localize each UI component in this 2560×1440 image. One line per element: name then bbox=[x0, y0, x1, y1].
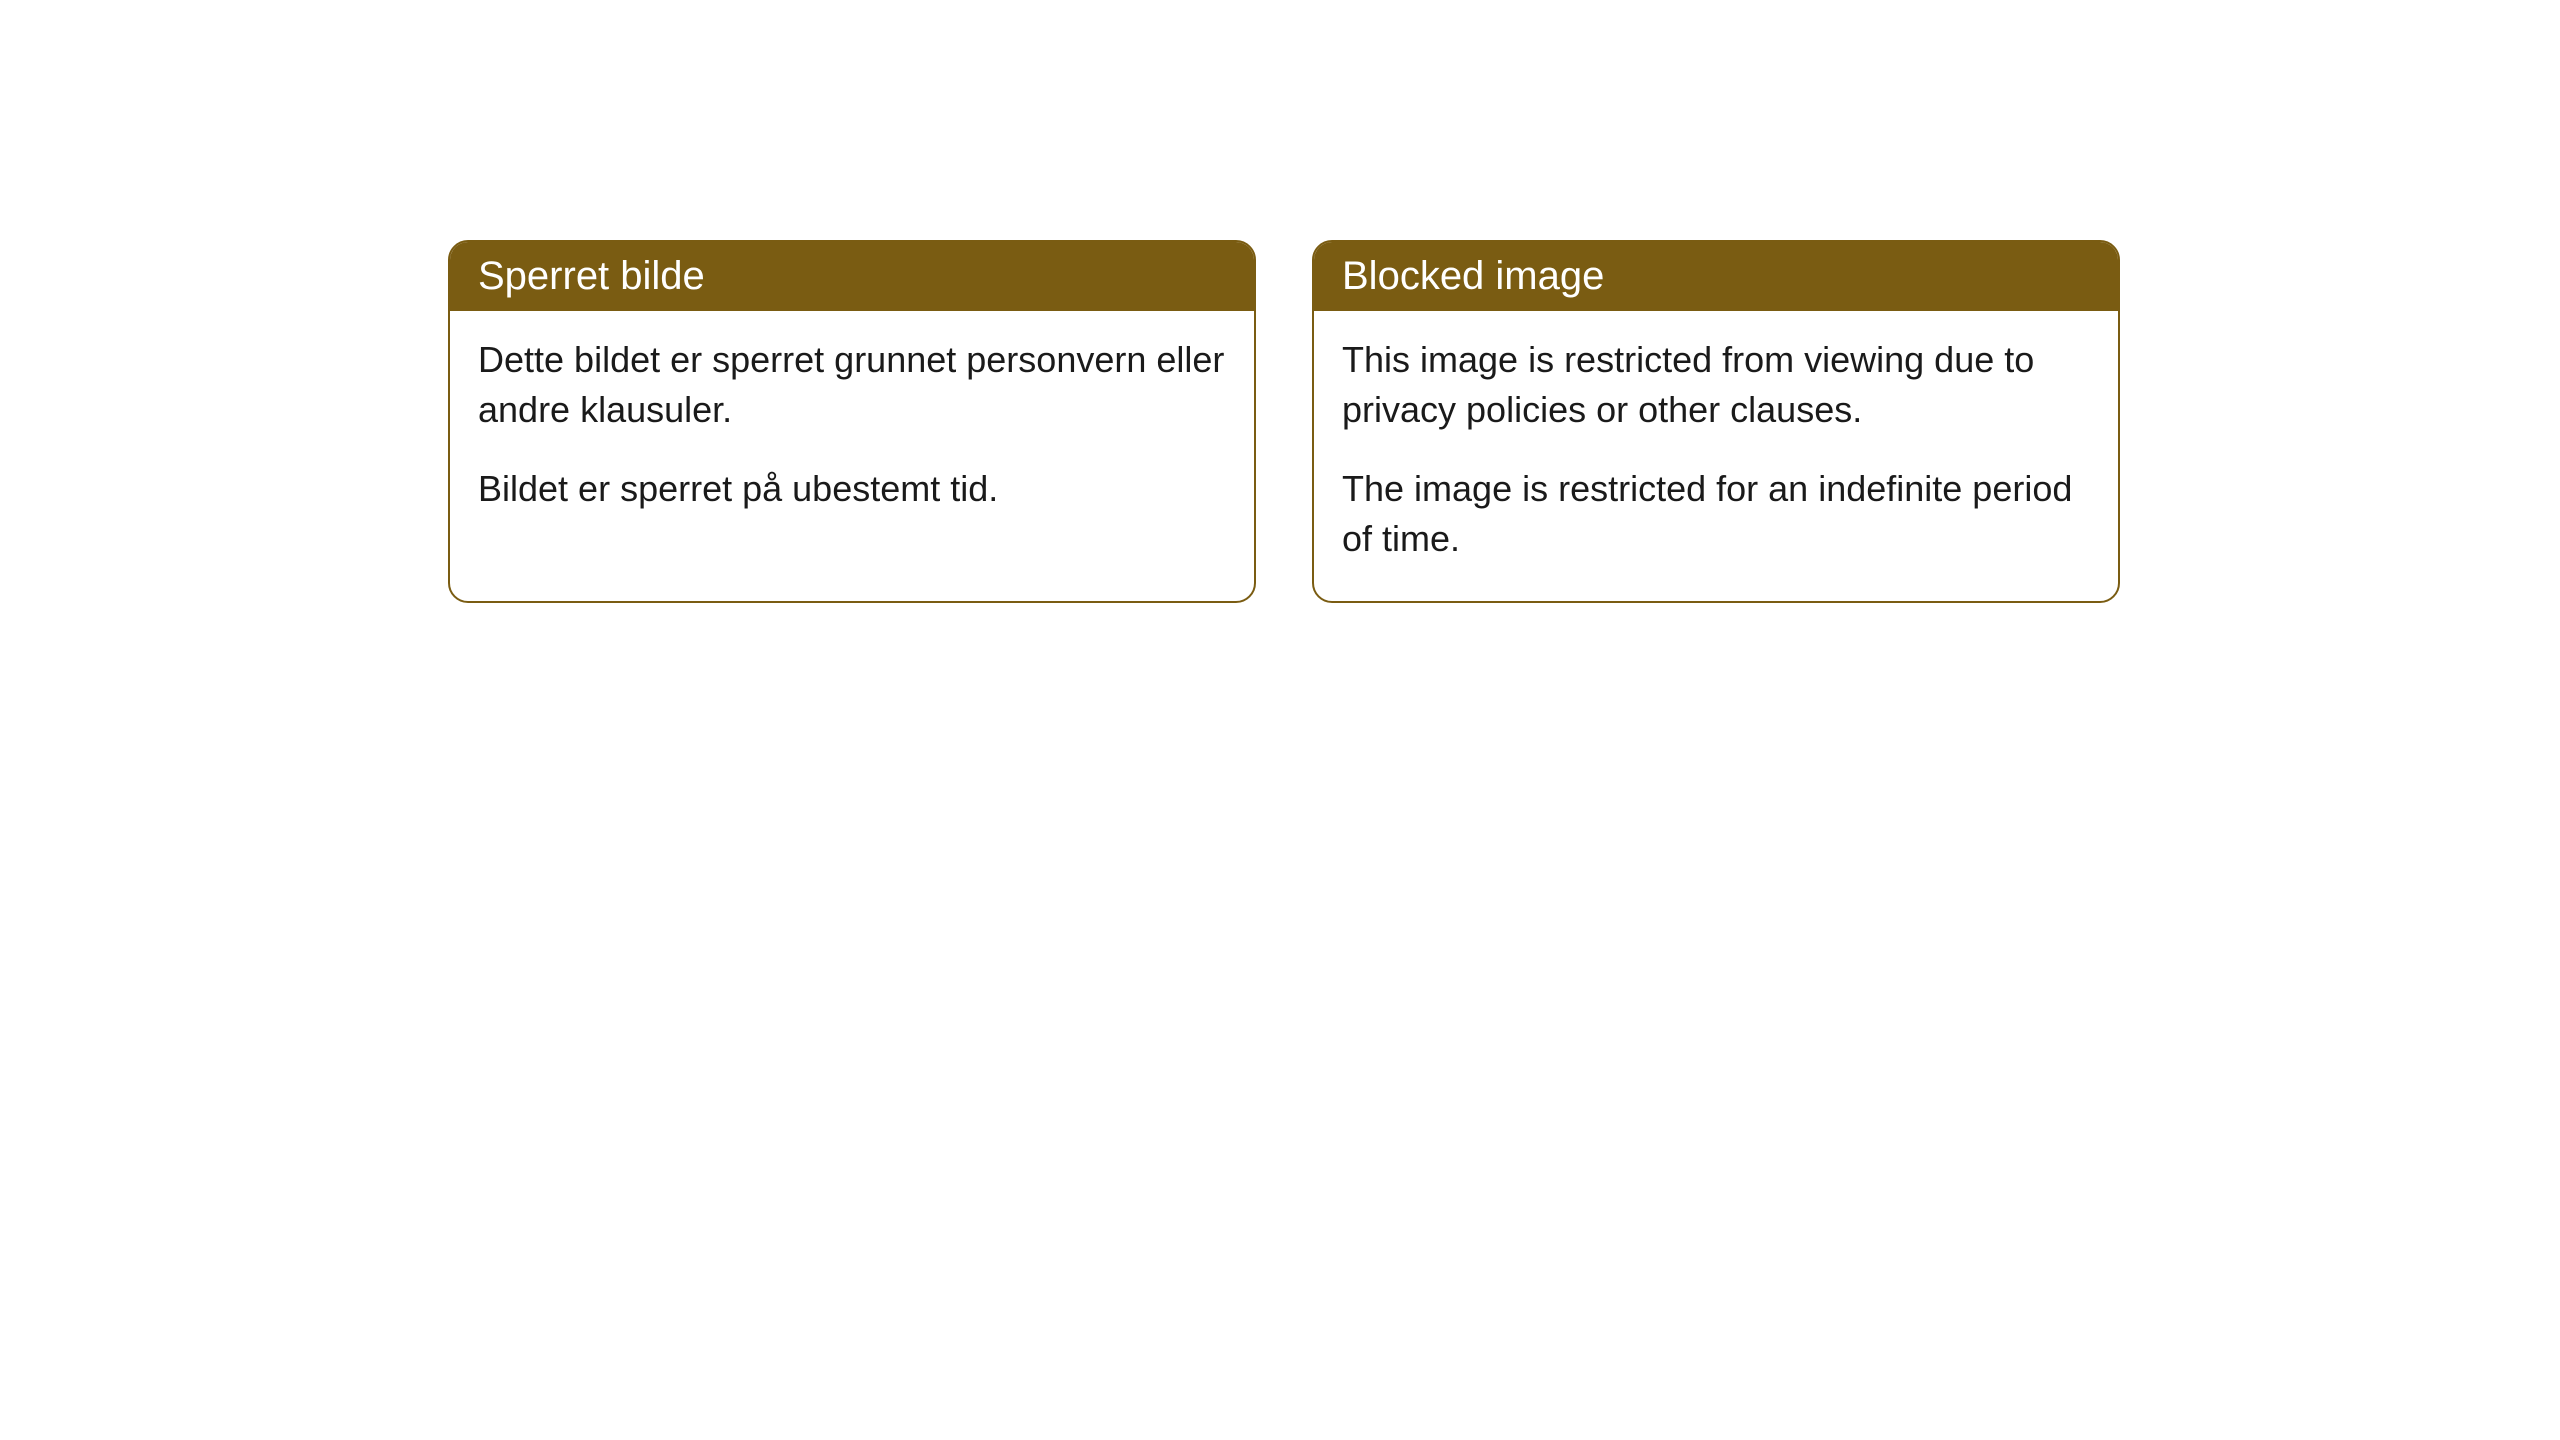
card-text-en-1: This image is restricted from viewing du… bbox=[1342, 335, 2090, 436]
blocked-image-card-en: Blocked image This image is restricted f… bbox=[1312, 240, 2120, 603]
blocked-image-card-no: Sperret bilde Dette bildet er sperret gr… bbox=[448, 240, 1256, 603]
card-body-en: This image is restricted from viewing du… bbox=[1314, 311, 2118, 601]
card-header-en: Blocked image bbox=[1314, 242, 2118, 311]
card-text-no-2: Bildet er sperret på ubestemt tid. bbox=[478, 464, 1226, 514]
card-text-no-1: Dette bildet er sperret grunnet personve… bbox=[478, 335, 1226, 436]
card-text-en-2: The image is restricted for an indefinit… bbox=[1342, 464, 2090, 565]
card-header-no: Sperret bilde bbox=[450, 242, 1254, 311]
notice-cards-container: Sperret bilde Dette bildet er sperret gr… bbox=[448, 240, 2120, 603]
card-body-no: Dette bildet er sperret grunnet personve… bbox=[450, 311, 1254, 550]
